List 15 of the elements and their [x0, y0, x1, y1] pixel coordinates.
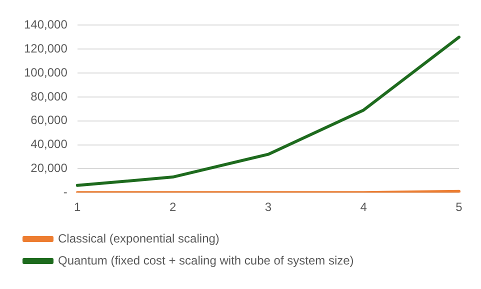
y-tick-label: 80,000	[30, 89, 68, 104]
y-tick-label: -	[63, 184, 68, 199]
x-tick-label: 3	[264, 200, 272, 214]
y-tick-label: 60,000	[30, 113, 68, 128]
legend-label: Quantum (fixed cost + scaling with cube of system size)	[58, 253, 354, 268]
legend-label: Classical (exponential scaling)	[58, 231, 220, 246]
y-tick-label: 120,000	[24, 41, 68, 56]
y-tick-label: 100,000	[24, 65, 68, 80]
y-tick-label: 140,000	[24, 18, 68, 32]
y-tick-label: 20,000	[30, 161, 68, 175]
x-tick-label: 2	[169, 200, 176, 214]
x-tick-label: 4	[360, 200, 368, 214]
x-tick-label: 1	[74, 200, 82, 214]
y-tick-label: 40,000	[30, 137, 68, 152]
x-tick-label: 5	[456, 200, 463, 214]
